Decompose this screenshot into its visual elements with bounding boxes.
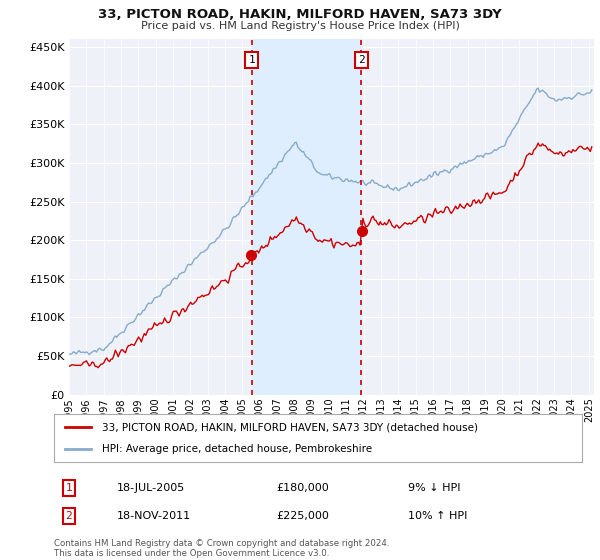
Text: Contains HM Land Registry data © Crown copyright and database right 2024.
This d: Contains HM Land Registry data © Crown c… xyxy=(54,539,389,558)
Text: 9% ↓ HPI: 9% ↓ HPI xyxy=(408,483,461,493)
Text: 1: 1 xyxy=(248,55,255,65)
Text: 2: 2 xyxy=(65,511,73,521)
Text: 33, PICTON ROAD, HAKIN, MILFORD HAVEN, SA73 3DY (detached house): 33, PICTON ROAD, HAKIN, MILFORD HAVEN, S… xyxy=(101,422,478,432)
Text: £225,000: £225,000 xyxy=(276,511,329,521)
Text: £180,000: £180,000 xyxy=(276,483,329,493)
Text: 33, PICTON ROAD, HAKIN, MILFORD HAVEN, SA73 3DY: 33, PICTON ROAD, HAKIN, MILFORD HAVEN, S… xyxy=(98,8,502,21)
Text: 10% ↑ HPI: 10% ↑ HPI xyxy=(408,511,467,521)
Text: HPI: Average price, detached house, Pembrokeshire: HPI: Average price, detached house, Pemb… xyxy=(101,444,371,454)
Text: 18-NOV-2011: 18-NOV-2011 xyxy=(117,511,191,521)
Text: Price paid vs. HM Land Registry's House Price Index (HPI): Price paid vs. HM Land Registry's House … xyxy=(140,21,460,31)
Text: 1: 1 xyxy=(65,483,73,493)
Text: 2: 2 xyxy=(358,55,365,65)
Bar xyxy=(251,39,361,395)
Text: 18-JUL-2005: 18-JUL-2005 xyxy=(117,483,185,493)
